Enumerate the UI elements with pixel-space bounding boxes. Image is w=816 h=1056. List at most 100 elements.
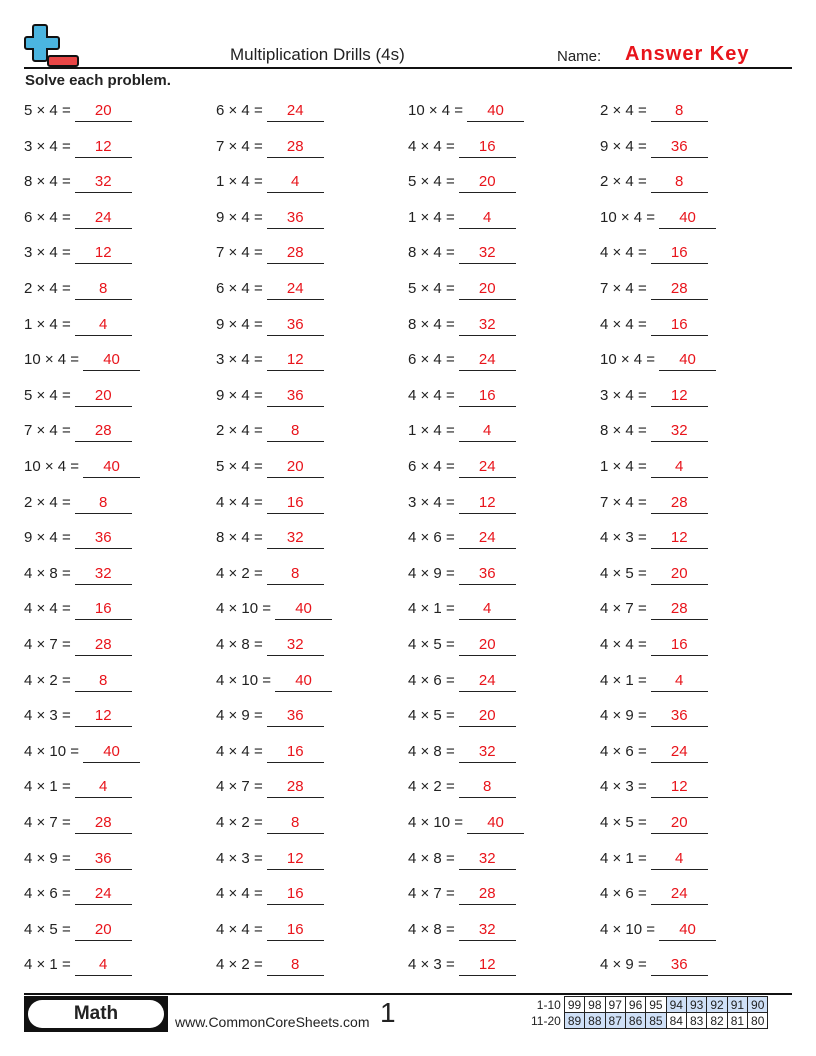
problem-answer[interactable]: 32: [266, 528, 324, 550]
problem-answer[interactable]: 16: [266, 920, 324, 941]
problem-answer[interactable]: 40: [659, 208, 717, 229]
problem-answer[interactable]: 8: [74, 279, 132, 300]
problem-answer[interactable]: 32: [74, 564, 132, 585]
problem-answer[interactable]: 24: [650, 742, 708, 763]
problem-answer[interactable]: 12: [74, 137, 132, 158]
problem-answer[interactable]: 28: [458, 884, 516, 906]
problem-answer[interactable]: 40: [467, 101, 525, 122]
problem-answer[interactable]: 28: [74, 813, 132, 834]
problem-answer[interactable]: 20: [266, 457, 324, 478]
problem-answer[interactable]: 24: [458, 528, 516, 550]
problem-answer[interactable]: 24: [74, 208, 132, 229]
problem-answer[interactable]: 24: [650, 884, 708, 906]
problem-answer[interactable]: 4: [458, 208, 516, 229]
problem-answer[interactable]: 40: [83, 742, 141, 763]
problem-answer[interactable]: 36: [650, 706, 708, 728]
problem-answer[interactable]: 32: [458, 315, 516, 336]
problem-answer[interactable]: 36: [74, 849, 132, 870]
problem-answer[interactable]: 24: [74, 884, 132, 906]
problem-answer[interactable]: 32: [458, 243, 516, 265]
problem-answer[interactable]: 12: [650, 386, 708, 407]
problem-answer[interactable]: 4: [74, 955, 132, 977]
problem-answer[interactable]: 28: [650, 599, 708, 621]
problem-answer[interactable]: 16: [266, 493, 324, 514]
problem-answer[interactable]: 32: [458, 849, 516, 870]
problem-answer[interactable]: 40: [83, 457, 141, 478]
problem-answer[interactable]: 12: [458, 955, 516, 977]
problem-answer[interactable]: 8: [650, 172, 708, 194]
problem-answer[interactable]: 12: [650, 777, 708, 799]
problem-answer[interactable]: 20: [650, 564, 708, 585]
problem-answer[interactable]: 20: [458, 279, 516, 300]
problem-answer[interactable]: 4: [74, 315, 132, 336]
problem-answer[interactable]: 40: [659, 920, 717, 941]
problem-answer[interactable]: 8: [266, 813, 324, 834]
problem-answer[interactable]: 36: [266, 208, 324, 229]
problem-answer[interactable]: 20: [74, 920, 132, 941]
problem-answer[interactable]: 8: [74, 671, 132, 692]
problem-answer[interactable]: 28: [266, 243, 324, 265]
problem-answer[interactable]: 4: [650, 849, 708, 870]
problem-answer[interactable]: 36: [74, 528, 132, 550]
problem-answer[interactable]: 16: [650, 243, 708, 265]
problem-answer[interactable]: 20: [458, 706, 516, 728]
problem-answer[interactable]: 40: [275, 671, 333, 692]
problem-answer[interactable]: 24: [266, 279, 324, 300]
problem-answer[interactable]: 16: [650, 315, 708, 336]
problem-answer[interactable]: 20: [458, 172, 516, 194]
problem-answer[interactable]: 36: [650, 137, 708, 158]
problem-answer[interactable]: 32: [650, 421, 708, 443]
problem-answer[interactable]: 8: [266, 564, 324, 585]
problem-answer[interactable]: 4: [458, 599, 516, 621]
problem-answer[interactable]: 4: [266, 172, 324, 194]
problem-answer[interactable]: 8: [266, 421, 324, 443]
problem-answer[interactable]: 20: [74, 101, 132, 122]
problem-answer[interactable]: 16: [650, 635, 708, 656]
problem-answer[interactable]: 8: [266, 955, 324, 977]
problem-answer[interactable]: 32: [74, 172, 132, 194]
problem-answer[interactable]: 24: [458, 457, 516, 478]
problem-answer[interactable]: 4: [650, 671, 708, 692]
problem-answer[interactable]: 40: [83, 350, 141, 372]
problem-answer[interactable]: 20: [650, 813, 708, 834]
problem-answer[interactable]: 16: [458, 137, 516, 158]
problem-answer[interactable]: 12: [650, 528, 708, 550]
problem-answer[interactable]: 28: [266, 777, 324, 799]
problem-answer[interactable]: 32: [266, 635, 324, 656]
problem-answer[interactable]: 40: [467, 813, 525, 834]
problem-answer[interactable]: 12: [74, 243, 132, 265]
problem-answer[interactable]: 28: [74, 635, 132, 656]
problem-answer[interactable]: 12: [74, 706, 132, 728]
problem-answer[interactable]: 12: [458, 493, 516, 514]
problem-answer[interactable]: 28: [650, 279, 708, 300]
problem-answer[interactable]: 4: [650, 457, 708, 478]
problem-answer[interactable]: 8: [458, 777, 516, 799]
problem-answer[interactable]: 16: [458, 386, 516, 407]
problem-answer[interactable]: 4: [74, 777, 132, 799]
problem-answer[interactable]: 36: [266, 386, 324, 407]
problem-answer[interactable]: 36: [458, 564, 516, 585]
problem-answer[interactable]: 40: [659, 350, 717, 372]
problem-answer[interactable]: 24: [458, 350, 516, 372]
problem-answer[interactable]: 28: [650, 493, 708, 514]
problem-answer[interactable]: 32: [458, 920, 516, 941]
problem-answer[interactable]: 8: [74, 493, 132, 514]
problem-answer[interactable]: 36: [266, 706, 324, 728]
problem-answer[interactable]: 24: [266, 101, 324, 122]
problem-answer[interactable]: 28: [74, 421, 132, 443]
problem-answer[interactable]: 12: [266, 849, 324, 870]
problem-answer[interactable]: 36: [266, 315, 324, 336]
problem-answer[interactable]: 28: [266, 137, 324, 158]
problem-answer[interactable]: 24: [458, 671, 516, 692]
problem-answer[interactable]: 32: [458, 742, 516, 763]
problem-answer[interactable]: 16: [266, 884, 324, 906]
problem-answer[interactable]: 12: [266, 350, 324, 372]
problem-answer[interactable]: 36: [650, 955, 708, 977]
problem-answer[interactable]: 8: [650, 101, 708, 122]
problem-answer[interactable]: 16: [266, 742, 324, 763]
problem-answer[interactable]: 20: [458, 635, 516, 656]
problem-answer[interactable]: 40: [275, 599, 333, 621]
problem-answer[interactable]: 4: [458, 421, 516, 443]
problem-answer[interactable]: 16: [74, 599, 132, 621]
problem-answer[interactable]: 20: [74, 386, 132, 407]
